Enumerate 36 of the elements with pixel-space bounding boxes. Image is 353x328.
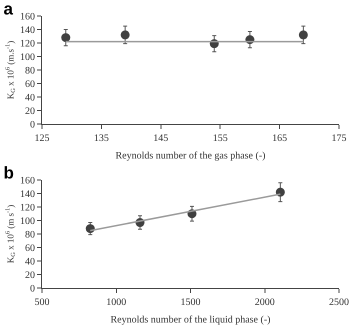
point — [61, 33, 70, 42]
y-tick-label: 80 — [25, 66, 35, 76]
y-tick-label: 60 — [25, 79, 35, 90]
y-tick-label: 120 — [20, 38, 35, 50]
y-tick-label: 140 — [20, 189, 35, 200]
y-tick-label: 80 — [25, 230, 35, 240]
y-tick-label: 0 — [30, 284, 35, 294]
x-tick-label: 175 — [332, 133, 346, 144]
x-tick-label: 1500 — [180, 297, 200, 308]
y-tick-label: 100 — [20, 52, 35, 63]
y-tick-label: 140 — [20, 25, 35, 36]
x-tick-label: 135 — [94, 133, 109, 144]
y-tick-label: 0 — [30, 120, 35, 130]
x-tick-label: 500 — [34, 297, 50, 308]
point — [298, 30, 308, 40]
x-tick-label: 2500 — [329, 297, 349, 308]
y-tick-label: 120 — [20, 202, 35, 214]
chart-title: a — [4, 0, 14, 18]
y-tick-label: 100 — [20, 216, 35, 227]
x-tick-label: 2000 — [254, 297, 275, 308]
y-tick-label: 160 — [20, 12, 35, 22]
point — [120, 30, 130, 40]
x-tick-label: 125 — [34, 133, 50, 144]
chart-title: b — [4, 163, 14, 182]
x-axis-title: Reynolds number of the gas phase (-) — [116, 150, 266, 162]
x-tick-label: 1000 — [106, 297, 126, 308]
y-tick-label: 20 — [25, 270, 35, 281]
x-axis-title: Reynolds number of the liquid phase (-) — [110, 314, 270, 326]
y-tick-label: 160 — [20, 176, 35, 186]
y-tick-label: 40 — [25, 92, 35, 104]
x-tick-label: 155 — [212, 133, 228, 144]
x-tick-label: 145 — [153, 133, 168, 144]
y-tick-label: 60 — [25, 243, 35, 254]
x-tick-label: 165 — [272, 133, 288, 144]
y-tick-label: 20 — [25, 106, 35, 117]
y-tick-label: 40 — [25, 256, 35, 268]
